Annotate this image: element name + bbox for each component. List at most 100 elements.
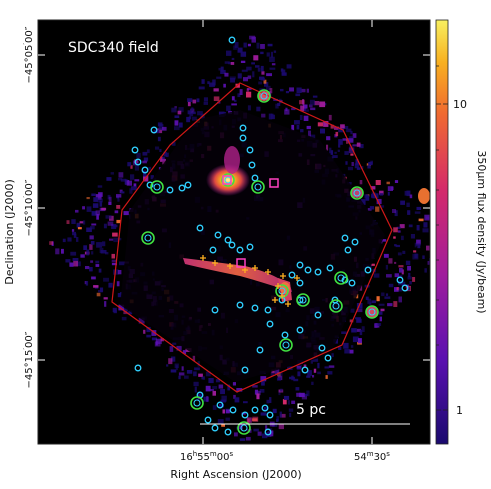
flux-pixel bbox=[300, 105, 305, 112]
flux-pixel bbox=[243, 77, 248, 82]
cyan-circle bbox=[211, 424, 219, 432]
flux-pixel bbox=[351, 162, 354, 166]
flux-pixel bbox=[233, 394, 236, 399]
flux-pixel bbox=[262, 433, 268, 439]
flux-pixel bbox=[268, 113, 273, 120]
green-circle bbox=[257, 89, 271, 103]
flux-pixel bbox=[260, 412, 267, 416]
flux-pixel bbox=[338, 144, 341, 148]
flux-pixel bbox=[112, 224, 118, 228]
flux-pixel bbox=[394, 273, 400, 278]
flux-pixel bbox=[220, 69, 226, 74]
plus-marker bbox=[200, 255, 206, 261]
flux-pixel bbox=[194, 386, 197, 393]
flux-pixel bbox=[201, 79, 205, 84]
flux-pixel bbox=[247, 88, 252, 91]
flux-pixel bbox=[76, 237, 79, 242]
flux-pixel bbox=[355, 317, 361, 320]
flux-pixel bbox=[99, 287, 104, 292]
flux-pixel bbox=[256, 106, 261, 112]
flux-pixel bbox=[306, 390, 310, 397]
square-marker bbox=[222, 175, 232, 185]
flux-pixel bbox=[296, 366, 301, 369]
green-circle bbox=[296, 293, 310, 307]
flux-pixel bbox=[134, 159, 138, 164]
flux-pixel bbox=[379, 190, 384, 195]
flux-pixel bbox=[367, 298, 372, 304]
flux-pixel bbox=[234, 99, 237, 102]
flux-pixel bbox=[402, 250, 406, 254]
flux-pixel bbox=[370, 186, 376, 190]
flux-pixel bbox=[356, 167, 361, 170]
flux-pixel bbox=[163, 151, 167, 157]
flux-pixel bbox=[197, 111, 203, 116]
cyan-circle bbox=[351, 238, 359, 246]
flux-pixel bbox=[365, 296, 369, 300]
flux-pixel bbox=[296, 87, 302, 93]
colorbar-tick-label: 1 bbox=[456, 404, 463, 417]
flux-pixel bbox=[283, 395, 290, 400]
flux-pixel bbox=[272, 114, 275, 120]
cyan-circle bbox=[304, 266, 312, 274]
flux-pixel bbox=[337, 149, 340, 152]
flux-pixel bbox=[239, 89, 243, 95]
flux-pixel bbox=[95, 264, 100, 267]
flux-pixel bbox=[142, 151, 148, 156]
flux-pixel bbox=[166, 364, 169, 367]
flux-pixel bbox=[253, 428, 259, 432]
flux-pixel bbox=[129, 188, 133, 194]
flux-pixel bbox=[123, 211, 129, 216]
flux-pixel bbox=[241, 69, 248, 72]
flux-pixel bbox=[406, 202, 410, 207]
flux-pixel bbox=[143, 170, 147, 177]
flux-pixel bbox=[251, 62, 255, 65]
flux-pixel bbox=[271, 369, 275, 374]
cyan-circle bbox=[184, 181, 192, 189]
flux-pixel bbox=[174, 115, 180, 118]
flux-pixel bbox=[297, 371, 301, 377]
flux-pixel bbox=[346, 128, 352, 133]
flux-pixel bbox=[330, 150, 334, 155]
flux-pixel bbox=[70, 251, 77, 256]
flux-pixel bbox=[165, 152, 169, 158]
inner-cyan-circle bbox=[193, 399, 201, 407]
flux-pixel bbox=[220, 389, 225, 395]
flux-pixel bbox=[196, 98, 200, 103]
flux-pixel bbox=[102, 241, 106, 247]
flux-pixel bbox=[398, 265, 404, 268]
flux-pixel bbox=[98, 268, 102, 273]
flux-pixel bbox=[169, 346, 174, 352]
flux-pixel bbox=[277, 103, 281, 106]
flux-pixel bbox=[312, 95, 318, 98]
flux-pixel bbox=[86, 249, 90, 256]
flux-pixel bbox=[275, 103, 279, 109]
flux-pixel bbox=[364, 194, 369, 199]
flux-pixel bbox=[412, 277, 416, 282]
plus-marker bbox=[294, 275, 300, 281]
flux-pixel bbox=[96, 242, 102, 248]
coverage-boundary bbox=[111, 82, 393, 393]
flux-pixel bbox=[239, 438, 246, 441]
flux-pixel bbox=[266, 73, 272, 77]
flux-pixel bbox=[271, 113, 274, 120]
flux-pixel bbox=[226, 105, 231, 112]
flux-pixel bbox=[371, 192, 376, 199]
flux-pixel bbox=[234, 397, 240, 403]
flux-pixel bbox=[289, 87, 294, 92]
flux-pixel bbox=[375, 180, 381, 185]
cyan-circle bbox=[211, 306, 219, 314]
flux-pixel bbox=[192, 355, 196, 362]
flux-pixel bbox=[168, 358, 173, 365]
flux-pixel bbox=[330, 124, 334, 129]
flux-pixel bbox=[295, 387, 300, 391]
green-circle bbox=[237, 421, 251, 435]
flux-pixel bbox=[356, 308, 363, 313]
flux-pixel bbox=[86, 227, 92, 232]
flux-pixel bbox=[334, 126, 340, 130]
flux-pixel bbox=[66, 220, 70, 224]
flux-pixel bbox=[146, 149, 150, 154]
flux-pixel bbox=[118, 237, 122, 241]
cyan-circle bbox=[256, 346, 264, 354]
flux-pixel bbox=[317, 371, 321, 375]
